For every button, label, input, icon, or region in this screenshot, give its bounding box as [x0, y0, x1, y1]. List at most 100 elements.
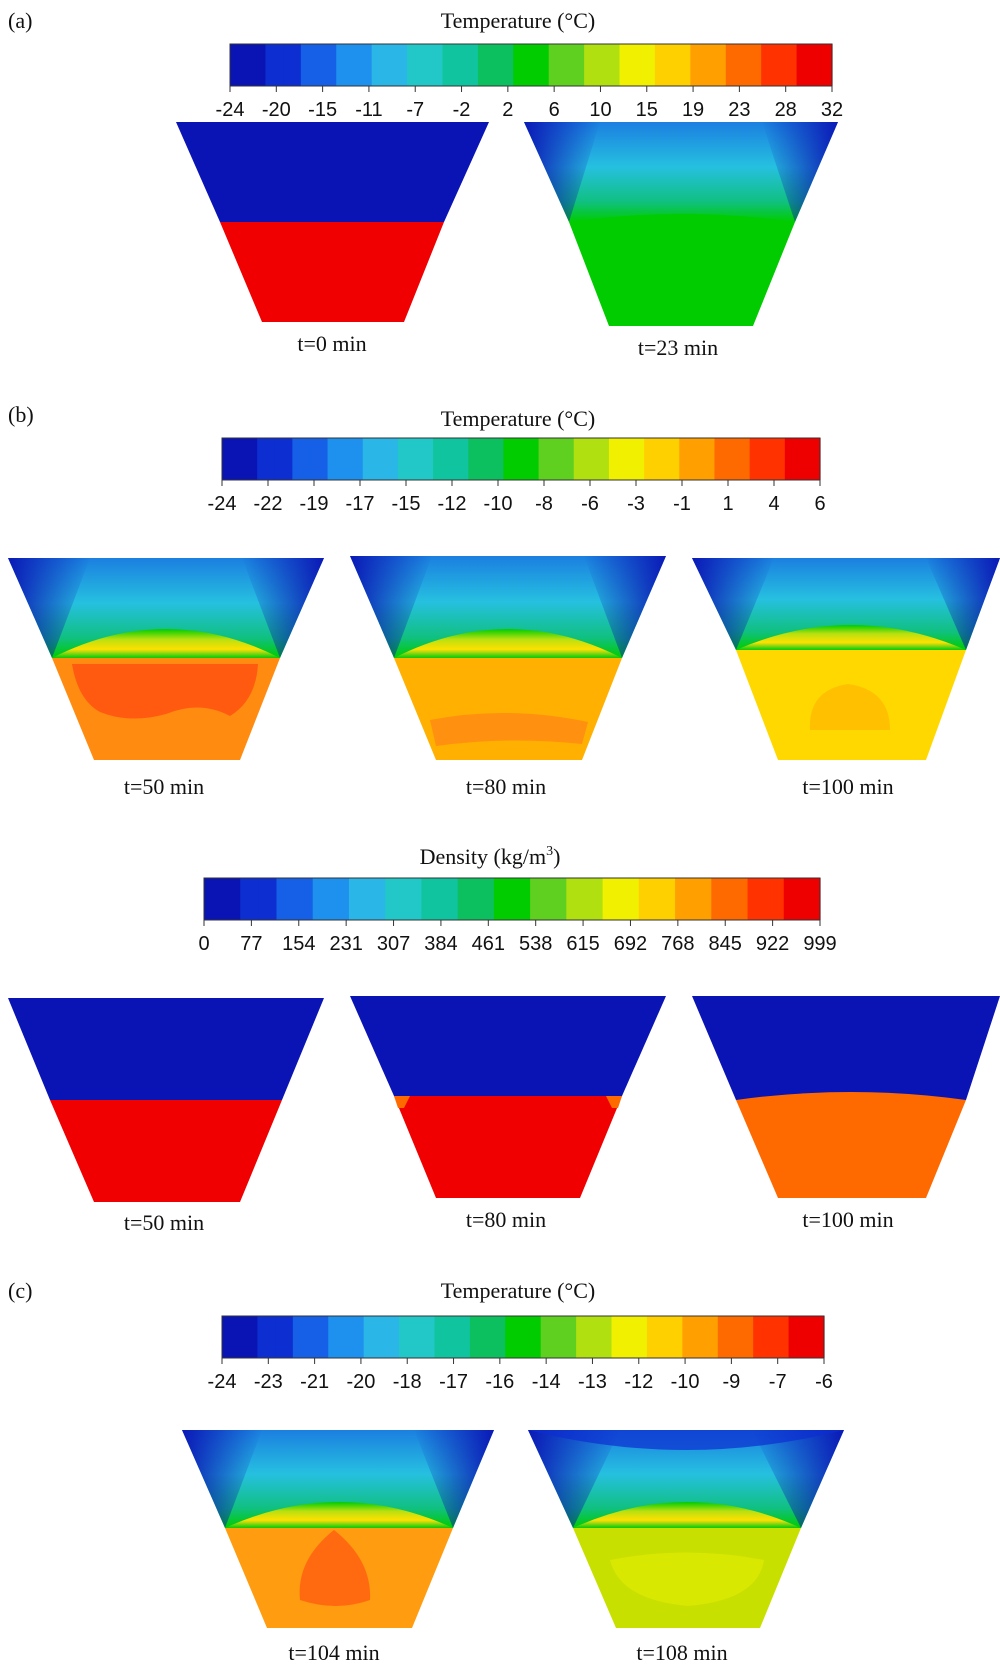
colorbar-swatch [770, 1316, 790, 1358]
colorbar-b-title: Temperature (°C) [441, 406, 595, 431]
colorbar-swatch [661, 438, 680, 480]
upper-region [692, 996, 1000, 1100]
left-cold-edge [182, 1430, 262, 1528]
left-cold-edge [692, 558, 774, 650]
lower-region [569, 222, 795, 326]
snapshot-label: t=50 min [124, 774, 204, 799]
colorbar-swatch [330, 878, 350, 920]
colorbar-swatch [230, 44, 249, 86]
snapshot-label: t=80 min [466, 774, 546, 799]
colorbar-swatch [584, 878, 604, 920]
right-corner-film [606, 1096, 622, 1108]
colorbar-tick-label: 538 [519, 933, 552, 955]
colorbar-swatch [765, 878, 785, 920]
colorbar-swatch [558, 1316, 577, 1358]
colorbar-swatch [257, 1316, 276, 1358]
colorbar-swatch [275, 1316, 294, 1358]
snapshot-label: t=80 min [466, 1207, 546, 1232]
colorbar-swatch [204, 878, 223, 920]
colorbar-tick-label: 77 [240, 933, 262, 955]
colorbar-swatch [345, 1316, 365, 1358]
right-cold-edge [762, 122, 838, 222]
top-cold-layer [528, 1430, 844, 1450]
colorbar-tick-label: -24 [208, 1371, 237, 1393]
colorbar-swatch [679, 438, 698, 480]
colorbar-swatch [424, 44, 444, 86]
colorbar-tick-label: -22 [254, 493, 283, 515]
colorbar-tick-label: -12 [624, 1371, 653, 1393]
colorbar-swatch [747, 878, 767, 920]
colorbar-tick-label: 461 [472, 933, 505, 955]
colorbar-swatch [416, 1316, 436, 1358]
colorbar-swatch [389, 44, 408, 86]
interface-arc [569, 214, 795, 222]
colorbar-swatch [239, 438, 258, 480]
colorbar-tick-label: -2 [453, 99, 471, 121]
colorbar-swatch [505, 1316, 524, 1358]
colorbar-swatch [450, 438, 469, 480]
snapshot-b-temp-t50: t=50 min [8, 558, 324, 799]
colorbar-tick-label: 1 [722, 493, 733, 515]
colorbar-swatch [654, 44, 674, 86]
colorbar-tick-label: 384 [424, 933, 457, 955]
colorbar-tick-label: -15 [308, 99, 337, 121]
colorbar-tick-label: 154 [282, 933, 315, 955]
colorbar-swatch [403, 878, 423, 920]
colorbar-swatch [729, 878, 749, 920]
colorbar-tick-label: 23 [728, 99, 750, 121]
colorbar-swatch [531, 44, 550, 86]
colorbar-swatch [469, 1316, 489, 1358]
colorbar-swatch [584, 44, 603, 86]
snapshot-label: t=0 min [297, 331, 366, 356]
colorbar-tick-label: -7 [406, 99, 424, 121]
left-cold-edge [8, 558, 90, 658]
colorbar-swatch [222, 1316, 241, 1358]
colorbar-swatch [646, 1316, 666, 1358]
colorbar-tick-label: -9 [722, 1371, 740, 1393]
colorbar-swatch [644, 438, 663, 480]
snapshot-b-density-t80: t=80 min [350, 996, 666, 1232]
panel-c-letter: (c) [8, 1278, 32, 1303]
colorbar-swatch [283, 44, 302, 86]
colorbar-swatch [397, 438, 417, 480]
colorbar-tick-label: -24 [216, 99, 245, 121]
upper-region [8, 558, 324, 658]
warm-band [52, 629, 280, 658]
colorbar-swatch [309, 438, 329, 480]
colorbar-swatch [814, 44, 833, 86]
right-cold-edge [414, 1430, 494, 1528]
colorbar-swatch [336, 44, 355, 86]
colorbar-swatch [222, 878, 241, 920]
right-cold-edge [752, 1430, 844, 1528]
colorbar-swatch [348, 878, 368, 920]
snapshot-label: t=108 min [636, 1640, 727, 1664]
colorbar-swatch [257, 438, 276, 480]
colorbar-swatch [732, 438, 751, 480]
colorbar-swatch [468, 438, 487, 480]
right-cold-edge [926, 558, 1000, 650]
colorbar-swatch [637, 44, 656, 86]
colorbar-a-title: Temperature (°C) [441, 8, 595, 33]
colorbar-tick-label: -8 [535, 493, 553, 515]
colorbar-swatch [477, 44, 497, 86]
colorbar-swatch [548, 44, 568, 86]
colorbar-swatch [611, 1316, 630, 1358]
colorbar-frame [221, 1315, 825, 1359]
colorbar-swatch [407, 44, 426, 86]
lower-region [736, 1092, 966, 1198]
colorbar-frame [229, 43, 833, 87]
left-cold-edge [524, 122, 600, 222]
upper-region [692, 558, 1000, 650]
upper-region [176, 122, 489, 222]
colorbar-swatch [247, 44, 267, 86]
colorbar-frame [203, 877, 821, 921]
colorbar-tick-label: -7 [769, 1371, 787, 1393]
colorbar-swatch [399, 1316, 418, 1358]
colorbar-swatch [656, 878, 676, 920]
warm-band [573, 1502, 801, 1528]
colorbar-tick-label: 307 [377, 933, 410, 955]
colorbar-swatch [761, 44, 780, 86]
warm-core [809, 684, 890, 730]
colorbar-swatch [521, 438, 540, 480]
right-cold-edge [242, 558, 324, 658]
